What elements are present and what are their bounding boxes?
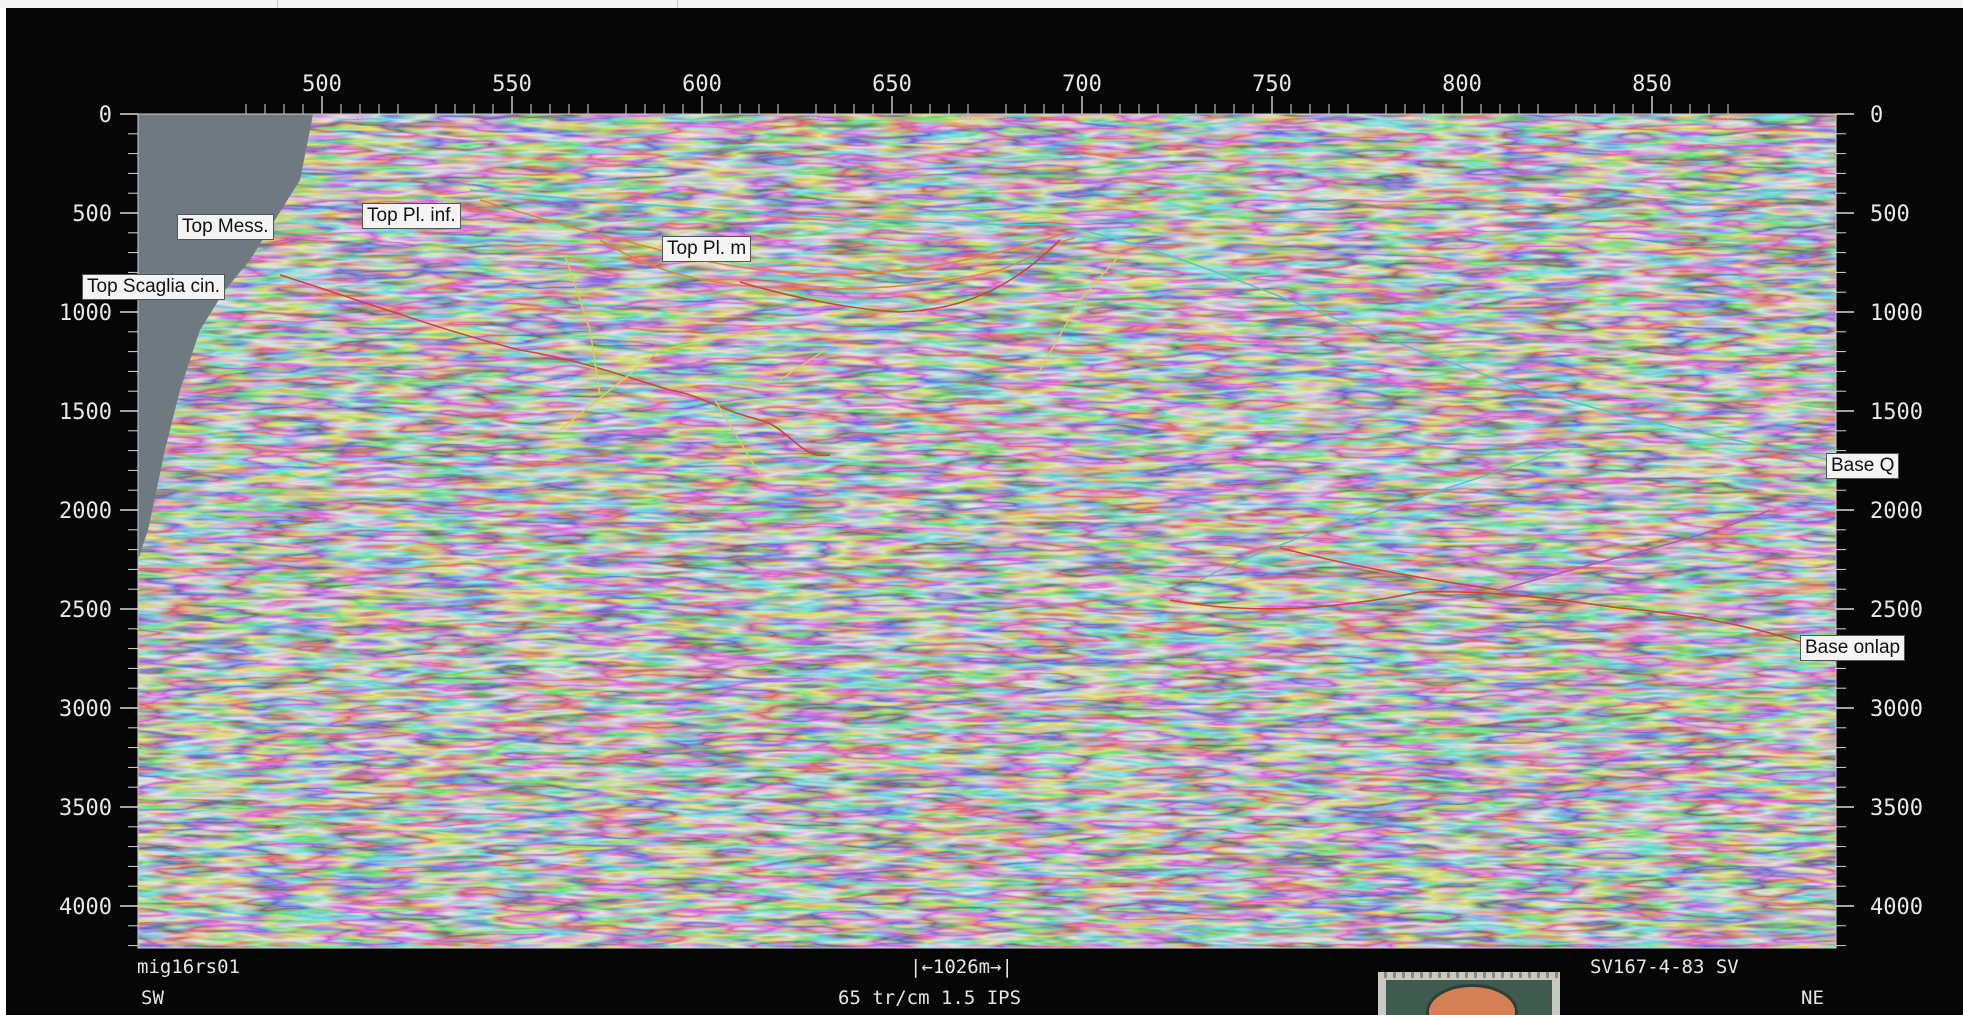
horizon-base-q [469, 189, 1831, 461]
right-axis-tick-label: 0 [1870, 103, 1883, 128]
horizon-base-onlap [1169, 590, 1821, 649]
top-margin [0, 0, 1963, 8]
left-axis-tick-label: 4000 [59, 895, 112, 920]
label-base-q: Base Q [1826, 453, 1900, 479]
left-axis-tick-label: 3000 [59, 697, 112, 722]
label-top-scaglia: Top Scaglia cin. [82, 274, 226, 300]
fault-1 [564, 254, 601, 396]
label-top-mess: Top Mess. [177, 214, 274, 240]
top-margin-rule [277, 0, 278, 8]
top-axis-tick-label: 750 [1252, 72, 1292, 97]
stamp-image [1378, 972, 1560, 1015]
top-axis: 500 550 600 650 700 750 800 850 [245, 72, 1729, 114]
right-axis-tick-label: 3000 [1870, 697, 1923, 722]
horizon-top-scaglia [279, 274, 831, 457]
top-axis-tick-label: 800 [1442, 72, 1482, 97]
label-base-onlap: Base onlap [1800, 635, 1906, 661]
direction-ne: NE [1801, 987, 1824, 1009]
plot-border [137, 113, 1837, 949]
horizon-lines [279, 189, 1831, 649]
reflector-texture [138, 114, 1836, 948]
right-axis: 0 500 1000 1500 2000 2500 3000 3500 4000 [1836, 103, 1923, 947]
top-axis-tick-label: 500 [302, 72, 342, 97]
top-margin-rule [677, 0, 678, 8]
left-axis-tick-label: 1500 [59, 400, 112, 425]
top-axis-tick-label: 700 [1062, 72, 1102, 97]
right-axis-tick-label: 1000 [1870, 301, 1923, 326]
top-axis-tick-label: 850 [1632, 72, 1672, 97]
survey-id: SV167-4-83 SV [1590, 956, 1739, 978]
horizon-base-onlap-upper [1279, 547, 1501, 591]
reflector-tint [138, 114, 1836, 948]
left-axis-tick-label: 1000 [59, 301, 112, 326]
horizon-top-pl-m [599, 237, 1076, 290]
horizon-magenta [1499, 509, 1771, 591]
horizon-top-pl-inf [479, 199, 1061, 276]
left-axis-tick-label: 2000 [59, 499, 112, 524]
scale-bar: |←1026m→| [910, 956, 1013, 978]
right-axis-tick-label: 1500 [1870, 400, 1923, 425]
scale-info: 65 tr/cm 1.5 IPS [838, 987, 1022, 1009]
horizon-cyan-deep [1199, 449, 1561, 581]
label-top-pl-m: Top Pl. m [662, 236, 752, 262]
top-axis-tick-label: 650 [872, 72, 912, 97]
right-axis-tick-label: 2000 [1870, 499, 1923, 524]
top-axis-tick-label: 550 [492, 72, 532, 97]
right-axis-tick-label: 3500 [1870, 796, 1923, 821]
label-top-pl-inf: Top Pl. inf. [362, 203, 461, 229]
right-axis-tick-label: 2500 [1870, 598, 1923, 623]
left-axis-tick-label: 2500 [59, 598, 112, 623]
direction-sw: SW [141, 987, 164, 1009]
fault-4 [779, 349, 826, 381]
horizon-top-pl-m-lower [739, 239, 1061, 313]
left-axis: 0 500 1000 1500 2000 2500 3000 3500 4000 [59, 103, 138, 947]
fault-5 [1039, 254, 1121, 371]
right-axis-tick-label: 500 [1870, 202, 1910, 227]
fault-2 [559, 329, 761, 431]
left-axis-tick-label: 500 [72, 202, 112, 227]
top-axis-tick-label: 600 [682, 72, 722, 97]
left-axis-tick-label: 0 [99, 103, 112, 128]
left-axis-tick-label: 3500 [59, 796, 112, 821]
right-axis-tick-label: 4000 [1870, 895, 1923, 920]
line-id: mig16rs01 [137, 956, 240, 978]
fault-3 [714, 399, 761, 476]
